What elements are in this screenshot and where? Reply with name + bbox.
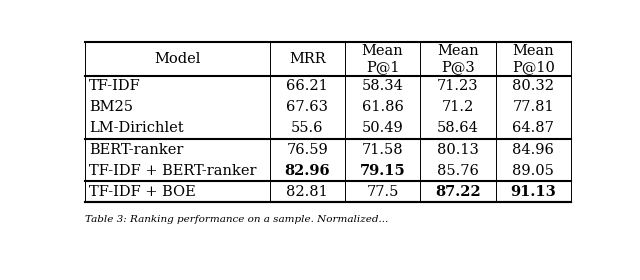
Text: 71.2: 71.2 <box>442 100 474 114</box>
Text: 80.13: 80.13 <box>437 143 479 157</box>
Text: Mean
P@10: Mean P@10 <box>512 44 555 74</box>
Text: LM-Dirichlet: LM-Dirichlet <box>89 122 184 136</box>
Text: 61.86: 61.86 <box>362 100 404 114</box>
Text: 85.76: 85.76 <box>437 164 479 178</box>
Text: 79.15: 79.15 <box>360 164 406 178</box>
Text: 71.58: 71.58 <box>362 143 403 157</box>
Text: BERT-ranker: BERT-ranker <box>89 143 183 157</box>
Text: 91.13: 91.13 <box>511 185 556 199</box>
Text: BM25: BM25 <box>89 100 133 114</box>
Text: 89.05: 89.05 <box>513 164 554 178</box>
Text: MRR: MRR <box>289 52 326 66</box>
Text: 82.96: 82.96 <box>285 164 330 178</box>
Text: 84.96: 84.96 <box>513 143 554 157</box>
Text: TF-IDF + BOE: TF-IDF + BOE <box>89 185 196 199</box>
Text: TF-IDF + BERT-ranker: TF-IDF + BERT-ranker <box>89 164 257 178</box>
Text: TF-IDF: TF-IDF <box>89 79 141 93</box>
Text: 66.21: 66.21 <box>287 79 328 93</box>
Text: 58.64: 58.64 <box>437 122 479 136</box>
Text: 87.22: 87.22 <box>435 185 481 199</box>
Text: 77.81: 77.81 <box>513 100 554 114</box>
Text: Table 3: Ranking performance on a sample. Normalized...: Table 3: Ranking performance on a sample… <box>85 215 388 224</box>
Text: 64.87: 64.87 <box>513 122 554 136</box>
Text: 77.5: 77.5 <box>367 185 399 199</box>
Text: Mean
P@1: Mean P@1 <box>362 44 404 74</box>
Text: Model: Model <box>154 52 200 66</box>
Text: 71.23: 71.23 <box>437 79 479 93</box>
Text: 50.49: 50.49 <box>362 122 404 136</box>
Text: 76.59: 76.59 <box>287 143 328 157</box>
Text: 55.6: 55.6 <box>291 122 324 136</box>
Text: 80.32: 80.32 <box>513 79 554 93</box>
Text: Mean
P@3: Mean P@3 <box>437 44 479 74</box>
Text: 82.81: 82.81 <box>287 185 328 199</box>
Text: 67.63: 67.63 <box>286 100 328 114</box>
Text: 58.34: 58.34 <box>362 79 404 93</box>
